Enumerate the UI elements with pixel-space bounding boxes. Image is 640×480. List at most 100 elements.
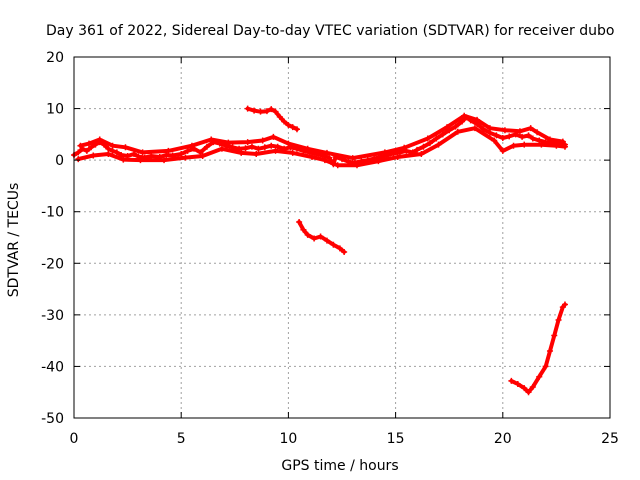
data-point <box>304 231 311 238</box>
data-point <box>238 149 245 156</box>
data-point <box>263 108 270 115</box>
data-point <box>418 150 425 157</box>
series-segment-20-23 <box>508 301 568 396</box>
data-point <box>326 154 333 161</box>
data-point <box>401 144 408 151</box>
y-tick-label: -40 <box>41 359 64 375</box>
data-point <box>546 347 553 354</box>
data-point <box>199 153 206 160</box>
data-point <box>542 363 549 370</box>
data-point <box>561 301 568 308</box>
data-point <box>90 152 97 159</box>
data-point <box>270 133 277 140</box>
data-point <box>559 138 566 145</box>
data-point <box>381 149 388 156</box>
y-tick-label: -50 <box>41 411 64 427</box>
data-point <box>242 145 249 152</box>
data-point <box>501 127 508 134</box>
data-point <box>514 380 521 387</box>
x-tick-label: 15 <box>387 431 405 447</box>
data-point <box>452 123 459 130</box>
data-point <box>420 143 427 150</box>
data-point <box>516 128 523 135</box>
series-lower-band <box>75 125 568 169</box>
data-point <box>508 377 515 384</box>
data-point <box>499 147 506 154</box>
data-point <box>293 126 300 133</box>
x-axis-label: GPS time / hours <box>281 458 398 474</box>
y-tick-label: 0 <box>55 153 64 169</box>
data-point <box>257 108 264 115</box>
series-trace <box>509 302 567 395</box>
data-point <box>493 132 500 139</box>
data-point <box>323 149 330 156</box>
data-point <box>461 112 468 119</box>
data-point <box>529 384 536 391</box>
data-point <box>244 139 251 146</box>
data-point <box>529 135 536 142</box>
x-tick-label: 5 <box>177 431 186 447</box>
data-point <box>289 124 296 131</box>
data-point <box>285 122 292 129</box>
x-tick-label: 0 <box>70 431 79 447</box>
data-point <box>433 135 440 142</box>
data-point <box>244 105 251 112</box>
data-point <box>304 145 311 152</box>
data-point <box>255 145 262 152</box>
data-point <box>474 116 481 123</box>
data-point <box>88 144 95 151</box>
data-point <box>561 143 568 150</box>
data-point <box>321 157 328 164</box>
data-point <box>225 139 232 146</box>
data-point <box>424 135 431 142</box>
data-point <box>311 235 318 242</box>
data-point <box>148 153 155 160</box>
data-point <box>317 233 324 240</box>
data-point <box>109 147 116 154</box>
data-point <box>426 140 433 147</box>
data-point <box>259 137 266 144</box>
data-point <box>536 137 543 144</box>
data-point <box>86 140 93 147</box>
data-point <box>349 155 356 162</box>
data-point <box>77 142 84 149</box>
y-tick-label: -20 <box>41 256 64 272</box>
data-point <box>285 140 292 147</box>
data-point <box>506 133 513 140</box>
series-trace <box>245 106 299 132</box>
data-point <box>276 113 283 120</box>
data-point <box>300 226 307 233</box>
series-upper-band <box>77 112 566 162</box>
data-point <box>188 142 195 149</box>
data-point <box>131 150 138 157</box>
data-point <box>536 373 543 380</box>
data-point <box>454 128 461 135</box>
data-point <box>525 389 532 396</box>
data-point <box>137 157 144 164</box>
data-point <box>161 157 168 164</box>
data-point <box>323 237 330 244</box>
y-tick-label: 20 <box>46 50 64 66</box>
data-point <box>330 241 337 248</box>
x-tick-label: 25 <box>601 431 619 447</box>
series-segment-9-10 <box>244 105 300 133</box>
data-point <box>83 147 90 154</box>
data-series <box>71 105 568 396</box>
data-point <box>491 137 498 144</box>
data-point <box>341 248 348 255</box>
data-point <box>521 385 528 392</box>
y-axis-label: SDTVAR / TECUs <box>6 183 22 298</box>
data-point <box>538 141 545 148</box>
data-point <box>208 136 215 143</box>
data-point <box>261 144 268 151</box>
data-point <box>274 143 281 150</box>
data-point <box>105 145 112 152</box>
data-point <box>289 149 296 156</box>
data-point <box>354 162 361 169</box>
data-point <box>486 125 493 132</box>
data-point <box>439 131 446 138</box>
y-tick-label: -30 <box>41 308 64 324</box>
x-axis-ticks: 0 5 10 15 20 25 <box>70 57 619 447</box>
data-point <box>334 162 341 169</box>
